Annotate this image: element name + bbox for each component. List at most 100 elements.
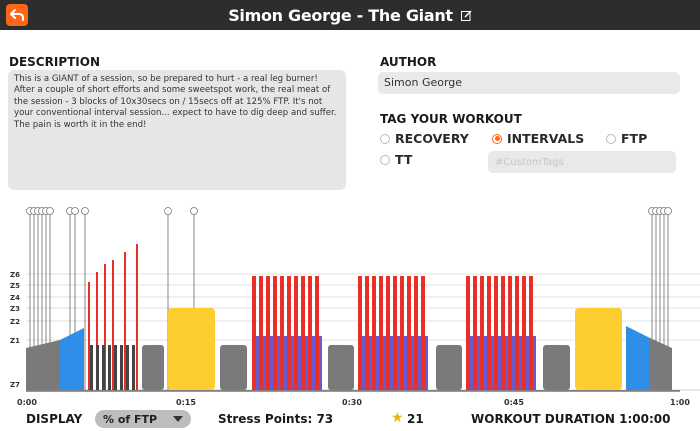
workout-interval-on[interactable] (508, 276, 512, 390)
author-field[interactable]: Simon George (378, 72, 680, 94)
workout-interval-off[interactable] (312, 336, 315, 390)
workout-interval-off[interactable] (305, 336, 308, 390)
workout-interval-off[interactable] (298, 336, 301, 390)
text-event-marker[interactable] (190, 207, 198, 215)
workout-interval-off[interactable] (526, 336, 529, 390)
workout-interval-off[interactable] (484, 336, 487, 390)
workout-block-recovery[interactable] (142, 345, 164, 390)
workout-spike[interactable] (136, 244, 138, 390)
workout-interval-on[interactable] (393, 276, 397, 390)
workout-block-sweetspot[interactable] (575, 308, 622, 390)
workout-interval-on[interactable] (365, 276, 369, 390)
workout-recovery-bar[interactable] (132, 345, 135, 390)
workout-interval-off[interactable] (277, 336, 280, 390)
workout-interval-on[interactable] (315, 276, 319, 390)
workout-interval-off[interactable] (319, 336, 322, 390)
workout-interval-on[interactable] (379, 276, 383, 390)
workout-interval-on[interactable] (501, 276, 505, 390)
workout-interval-off[interactable] (263, 336, 266, 390)
workout-interval-on[interactable] (529, 276, 533, 390)
workout-interval-on[interactable] (400, 276, 404, 390)
workout-recovery-bar[interactable] (108, 345, 111, 390)
workout-recovery-bar[interactable] (102, 345, 105, 390)
workout-interval-off[interactable] (512, 336, 515, 390)
tag-intervals[interactable]: INTERVALS (492, 131, 584, 146)
workout-interval-on[interactable] (259, 276, 263, 390)
custom-tags-input[interactable] (488, 151, 676, 173)
workout-interval-off[interactable] (397, 336, 400, 390)
workout-interval-on[interactable] (386, 276, 390, 390)
workout-block-warmup[interactable] (26, 340, 60, 390)
workout-interval-on[interactable] (473, 276, 477, 390)
workout-recovery-bar[interactable] (90, 345, 93, 390)
display-mode-select[interactable]: % of FTP (95, 410, 191, 428)
workout-recovery-bar[interactable] (126, 345, 129, 390)
workout-interval-on[interactable] (308, 276, 312, 390)
workout-interval-on[interactable] (294, 276, 298, 390)
tag-tt[interactable]: TT (380, 152, 412, 167)
workout-interval-off[interactable] (284, 336, 287, 390)
workout-chart[interactable]: Z6 Z5 Z4 Z3 Z2 Z1 Z7 0:00 0:15 0:30 0:45… (0, 200, 700, 408)
workout-block-recovery[interactable] (543, 345, 570, 390)
workout-spike[interactable] (104, 264, 106, 390)
workout-spike[interactable] (112, 260, 114, 390)
workout-interval-on[interactable] (515, 276, 519, 390)
workout-block-warmup-ramp[interactable] (60, 328, 84, 390)
workout-interval-off[interactable] (362, 336, 365, 390)
workout-recovery-bar[interactable] (120, 345, 123, 390)
workout-interval-off[interactable] (425, 336, 428, 390)
workout-interval-on[interactable] (466, 276, 470, 390)
workout-interval-on[interactable] (421, 276, 425, 390)
description-text[interactable]: This is a GIANT of a session, so be prep… (8, 70, 346, 190)
text-event-marker[interactable] (164, 207, 172, 215)
workout-interval-off[interactable] (404, 336, 407, 390)
workout-interval-off[interactable] (491, 336, 494, 390)
workout-spike[interactable] (88, 282, 90, 390)
workout-interval-on[interactable] (494, 276, 498, 390)
workout-interval-off[interactable] (477, 336, 480, 390)
workout-interval-off[interactable] (291, 336, 294, 390)
workout-interval-off[interactable] (369, 336, 372, 390)
workout-interval-off[interactable] (411, 336, 414, 390)
workout-interval-off[interactable] (498, 336, 501, 390)
workout-interval-off[interactable] (505, 336, 508, 390)
workout-spike[interactable] (96, 272, 98, 390)
workout-interval-off[interactable] (390, 336, 393, 390)
workout-block-sweetspot[interactable] (168, 308, 215, 390)
workout-interval-on[interactable] (301, 276, 305, 390)
text-event-marker[interactable] (71, 207, 79, 215)
workout-block-cooldown[interactable] (650, 338, 672, 390)
workout-block-recovery[interactable] (436, 345, 462, 390)
back-button[interactable] (6, 4, 28, 26)
workout-recovery-bar[interactable] (96, 345, 99, 390)
text-event-marker[interactable] (664, 207, 672, 215)
workout-recovery-bar[interactable] (114, 345, 117, 390)
workout-interval-on[interactable] (372, 276, 376, 390)
workout-interval-off[interactable] (470, 336, 473, 390)
workout-interval-on[interactable] (480, 276, 484, 390)
edit-icon[interactable] (460, 10, 472, 21)
workout-spike[interactable] (124, 252, 126, 390)
workout-interval-off[interactable] (376, 336, 379, 390)
workout-block-recovery[interactable] (220, 345, 247, 390)
workout-interval-on[interactable] (358, 276, 362, 390)
workout-interval-on[interactable] (407, 276, 411, 390)
workout-interval-on[interactable] (280, 276, 284, 390)
workout-interval-on[interactable] (266, 276, 270, 390)
workout-interval-on[interactable] (522, 276, 526, 390)
workout-interval-on[interactable] (414, 276, 418, 390)
text-event-marker[interactable] (46, 207, 54, 215)
workout-block-cooldown-ramp[interactable] (626, 326, 650, 390)
workout-interval-off[interactable] (383, 336, 386, 390)
workout-interval-on[interactable] (252, 276, 256, 390)
workout-interval-on[interactable] (273, 276, 277, 390)
tag-recovery[interactable]: RECOVERY (380, 131, 469, 146)
workout-interval-off[interactable] (418, 336, 421, 390)
text-event-marker[interactable] (81, 207, 89, 215)
workout-interval-on[interactable] (487, 276, 491, 390)
workout-interval-on[interactable] (287, 276, 291, 390)
workout-interval-off[interactable] (270, 336, 273, 390)
tag-ftp[interactable]: FTP (606, 131, 647, 146)
workout-interval-off[interactable] (256, 336, 259, 390)
workout-block-recovery[interactable] (328, 345, 354, 390)
